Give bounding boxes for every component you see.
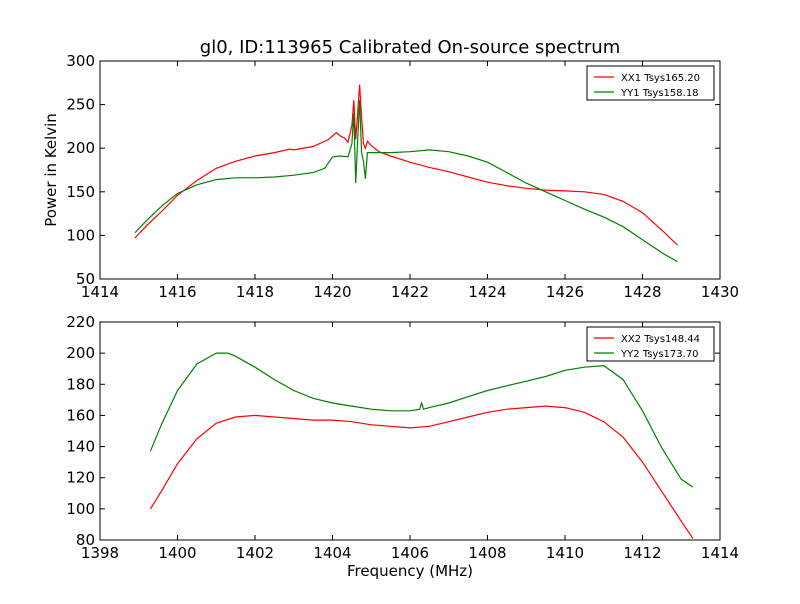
legend-label-2-1: XX2 Tsys148.44	[621, 334, 700, 345]
x-tick-label-2-8: 1414	[701, 544, 739, 562]
x-tick-label-1-0: 1414	[81, 283, 119, 301]
x-tick-label-2-7: 1412	[623, 544, 661, 562]
y-tick-label-1-4: 250	[66, 96, 95, 114]
legend-label-1-1: XX1 Tsys165.20	[621, 73, 700, 84]
legend-label-2-2: YY2 Tsys173.70	[620, 349, 699, 360]
y-tick-label-2-1: 100	[66, 500, 95, 518]
x-tick-label-2-6: 1410	[546, 544, 584, 562]
y-tick-label-2-5: 180	[66, 375, 95, 393]
y-tick-label-2-2: 120	[66, 469, 95, 487]
x-tick-label-2-0: 1398	[81, 544, 119, 562]
chart-title-1: gl0, ID:113965 Calibrated On-source spec…	[200, 37, 620, 58]
x-axis-label-2: Frequency (MHz)	[347, 562, 473, 580]
y-tick-label-2-7: 220	[66, 313, 95, 331]
legend-box-2	[586, 326, 715, 362]
y-tick-label-2-3: 140	[66, 438, 95, 456]
y-tick-label-1-3: 200	[66, 139, 95, 157]
x-tick-label-1-5: 1424	[468, 283, 506, 301]
y-tick-label-1-5: 300	[66, 52, 95, 70]
y-tick-label-2-6: 200	[66, 344, 95, 362]
x-tick-label-2-5: 1408	[468, 544, 506, 562]
x-tick-label-2-1: 1400	[158, 544, 196, 562]
x-tick-label-2-4: 1406	[391, 544, 429, 562]
x-tick-label-2-2: 1402	[236, 544, 274, 562]
series-line-2-1	[149, 405, 694, 539]
x-tick-label-1-2: 1418	[236, 283, 274, 301]
y-axis-label-1: Power in Kelvin	[42, 113, 60, 227]
y-tick-label-1-0: 50	[76, 270, 95, 288]
x-tick-label-1-6: 1426	[546, 283, 584, 301]
legend-label-1-2: YY1 Tsys158.18	[620, 88, 699, 99]
x-tick-label-1-8: 1430	[701, 283, 739, 301]
x-tick-label-1-7: 1428	[623, 283, 661, 301]
y-tick-label-2-4: 160	[66, 406, 95, 424]
y-tick-label-2-0: 80	[76, 531, 95, 549]
series-line-2-2	[149, 352, 694, 488]
series-line-1-2	[134, 100, 678, 263]
x-tick-label-1-1: 1416	[158, 283, 196, 301]
series-line-1-1	[134, 84, 678, 246]
y-tick-label-1-1: 100	[66, 226, 95, 244]
x-tick-label-2-3: 1404	[313, 544, 351, 562]
legend-box-1	[586, 65, 715, 101]
y-tick-label-1-2: 150	[66, 183, 95, 201]
x-tick-label-1-4: 1422	[391, 283, 429, 301]
x-tick-label-1-3: 1420	[313, 283, 351, 301]
